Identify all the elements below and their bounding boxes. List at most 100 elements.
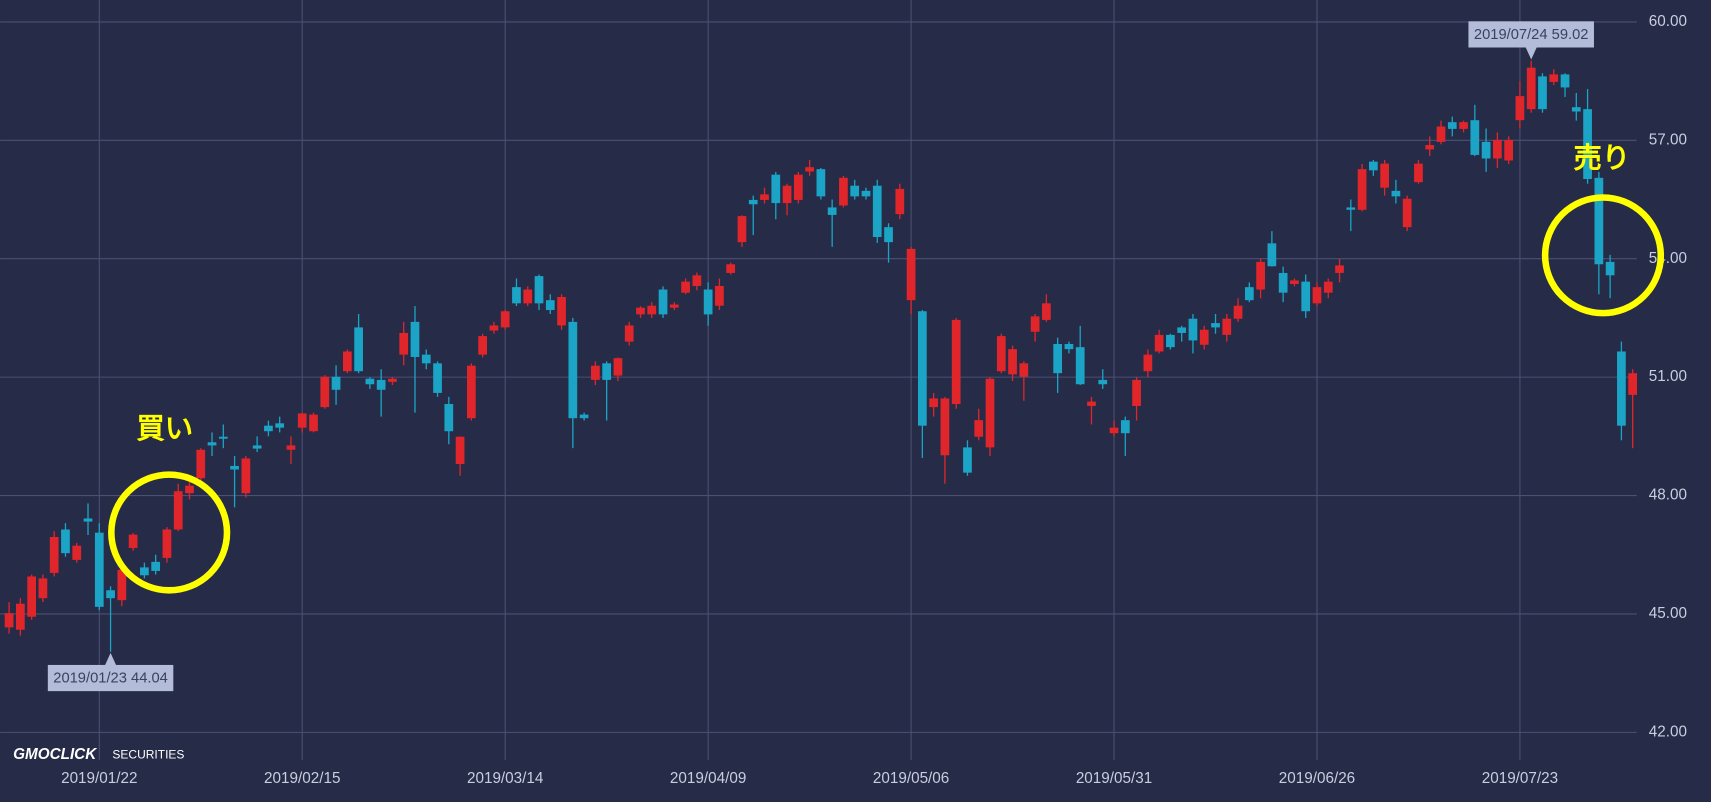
candle-body [636, 307, 645, 315]
candle-body [421, 354, 431, 364]
candle-body [252, 445, 262, 449]
candle-body [320, 376, 330, 408]
candles [4, 60, 1638, 652]
candle-body [1380, 163, 1389, 188]
candle-body [816, 169, 826, 197]
candle-body [241, 458, 251, 494]
x-tick-label: 2019/06/26 [1279, 770, 1355, 787]
candle-body [83, 518, 93, 522]
candle-body [1425, 145, 1435, 150]
candle-body [410, 321, 420, 358]
candle-body [128, 534, 138, 549]
candle-body [872, 185, 882, 238]
candle-body [162, 529, 172, 558]
candle-body [72, 545, 82, 560]
candle-body [275, 423, 285, 428]
candle-body [647, 305, 657, 315]
annotation-pointer [105, 652, 117, 665]
candle-body [1628, 373, 1638, 395]
candle-body [1290, 280, 1299, 284]
candle-body [354, 327, 363, 372]
candle-body [117, 569, 127, 601]
candle-body [1087, 401, 1096, 406]
x-tick-label: 2019/05/31 [1076, 770, 1152, 787]
candle-body [185, 485, 194, 494]
candle-body [963, 447, 972, 473]
candle-body [940, 398, 950, 456]
candle-body [782, 185, 792, 204]
candle-body [1605, 261, 1615, 276]
candle-body [726, 264, 736, 273]
candle-body [974, 420, 984, 437]
y-tick-label: 57.00 [1649, 131, 1687, 148]
candle-body [230, 465, 239, 470]
candle-body [996, 336, 1006, 372]
candle-body [1571, 107, 1581, 112]
candle-body [455, 436, 465, 464]
candle-body [1515, 96, 1525, 121]
candle-body [1154, 334, 1164, 352]
candle-body [1030, 316, 1040, 332]
candle-body [94, 532, 104, 607]
candle-body [388, 378, 397, 382]
y-tick-label: 54.00 [1649, 250, 1687, 267]
candle-body [1459, 122, 1468, 129]
candle-body [523, 289, 533, 304]
candle-body [309, 414, 318, 432]
candle-body [1042, 303, 1051, 320]
candle-body [433, 363, 442, 393]
candle-body [1211, 323, 1220, 328]
candle-body [568, 321, 578, 419]
candle-body [827, 207, 837, 215]
x-tick-label: 2019/05/06 [873, 770, 949, 787]
candle-body [512, 287, 521, 304]
candle-body [1481, 141, 1491, 159]
candle-body [478, 336, 488, 355]
overlay: 買い 売り GMOCLICK SECURITIES 2019/01/23 44.… [13, 21, 1665, 763]
candle-body [602, 363, 612, 380]
sell-circle [1541, 194, 1665, 317]
candle-body [624, 325, 634, 342]
buy-circle [108, 471, 231, 594]
candle-body [218, 436, 228, 439]
candle-body [106, 590, 115, 599]
candle-body [884, 227, 893, 243]
candle-body [1436, 126, 1446, 142]
candle-body [173, 491, 183, 530]
candle-body [985, 378, 995, 448]
candle-body [951, 319, 961, 404]
candle-body [839, 177, 848, 206]
candle-body [1278, 272, 1288, 293]
candle-body [1008, 349, 1017, 375]
y-tick-label: 60.00 [1649, 13, 1687, 30]
candle-body [658, 289, 668, 315]
candle-body [1617, 351, 1626, 426]
candle-body [297, 413, 307, 428]
candle-body [861, 190, 871, 197]
candle-body [545, 300, 555, 311]
candle-body [151, 561, 161, 571]
candle-body [1583, 109, 1592, 180]
candle-body [703, 289, 713, 315]
candle-body [1414, 163, 1423, 183]
candle-body [61, 529, 70, 554]
candle-body [579, 414, 589, 419]
candle-body [376, 379, 386, 390]
candle-body [16, 603, 25, 630]
candle-body [1335, 265, 1344, 273]
grid: 42.00 45.00 48.00 51.00 54.00 57.00 60.00 2019/… [0, 0, 1687, 787]
candle-body [1402, 198, 1412, 228]
candle-body [331, 376, 341, 390]
candle-body [1109, 427, 1119, 434]
y-tick-label: 42.00 [1649, 723, 1687, 740]
candle-body [1267, 243, 1277, 267]
candle-body [1493, 139, 1502, 159]
price-annotation: 2019/07/24 59.02 [1468, 21, 1594, 60]
candle-body [1222, 318, 1232, 335]
candle-body [1526, 67, 1536, 110]
candle-body [1323, 281, 1333, 293]
y-tick-label: 45.00 [1649, 605, 1687, 622]
candle-body [1368, 161, 1378, 171]
candle-body [286, 445, 296, 450]
